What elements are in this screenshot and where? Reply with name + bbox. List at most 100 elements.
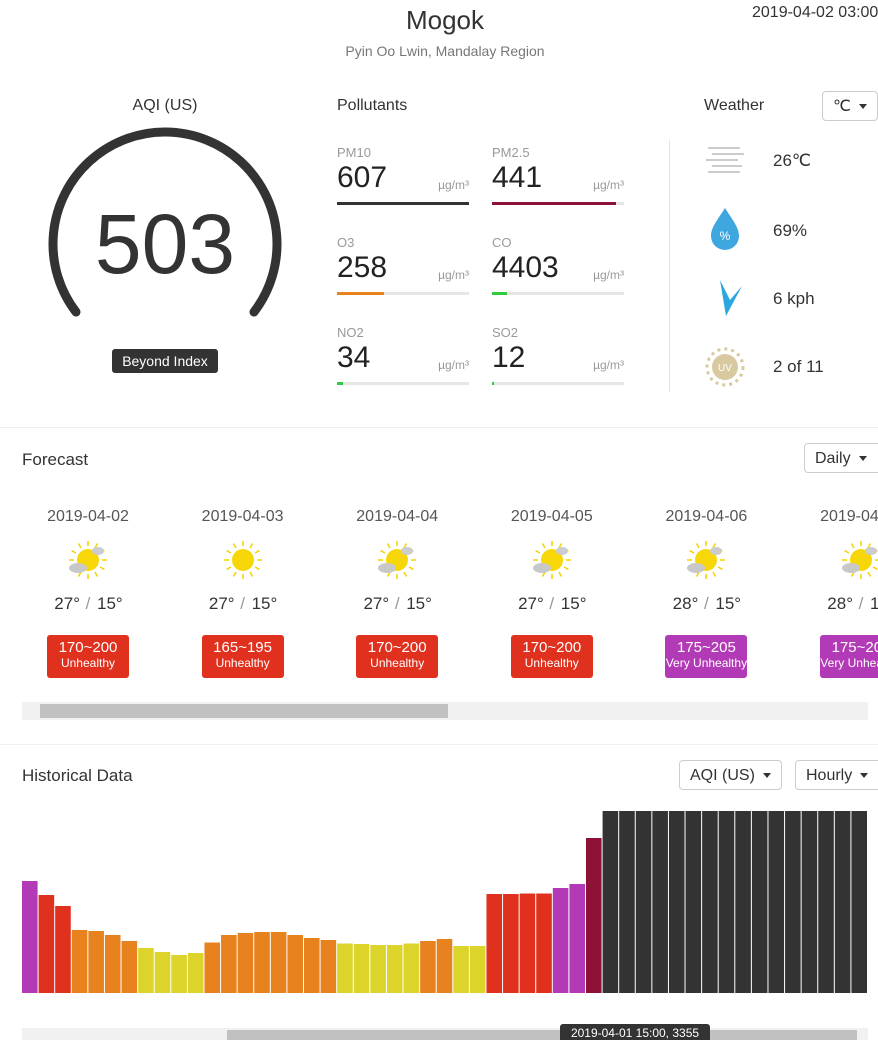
bar[interactable]	[602, 800, 619, 993]
pollutants-title: Pollutants	[337, 97, 408, 114]
forecast-level: Unhealthy	[524, 656, 579, 670]
bar[interactable]	[536, 893, 552, 994]
weather-icon	[223, 541, 262, 579]
bar[interactable]	[569, 884, 585, 993]
unit-select[interactable]: ℃	[822, 91, 878, 121]
historical-title: Historical Data	[22, 766, 133, 785]
bar[interactable]	[785, 800, 801, 993]
bar[interactable]	[685, 800, 702, 993]
bar[interactable]	[469, 946, 486, 993]
region: Pyin Oo Lwin, Mandalay Region	[345, 43, 545, 59]
bar[interactable]	[453, 946, 469, 993]
humidity-icon	[711, 208, 739, 250]
bar[interactable]	[552, 888, 569, 993]
bar[interactable]	[38, 895, 55, 993]
bar[interactable]	[436, 939, 453, 993]
bar[interactable]	[420, 941, 436, 993]
pollutant-bar	[337, 382, 469, 385]
aqi-value: 503	[94, 197, 236, 291]
pollutant-value: 12	[492, 341, 526, 374]
uv-icon-label: UV	[718, 363, 732, 374]
bar[interactable]	[55, 906, 71, 993]
pollutant-name: O3	[337, 235, 355, 250]
bar[interactable]	[702, 800, 718, 993]
forecast-sep: /	[85, 594, 91, 613]
forecast-range: 175~205	[831, 639, 878, 656]
city: Mogok	[405, 5, 485, 35]
forecast-range: 170~200	[522, 639, 582, 656]
bar[interactable]	[171, 955, 187, 993]
bar[interactable]	[768, 800, 785, 993]
bar[interactable]	[138, 948, 154, 993]
forecast-badge: 170~200 Unhealthy	[47, 635, 129, 678]
bar[interactable]	[735, 800, 751, 993]
scrollbar[interactable]	[22, 1028, 868, 1040]
bar[interactable]	[287, 935, 303, 993]
bar[interactable]	[801, 800, 818, 993]
pollutant-value: 4403	[492, 251, 559, 284]
bar[interactable]	[751, 800, 768, 993]
wind-lines-icon	[706, 147, 744, 173]
pollutant-value: 607	[337, 161, 388, 194]
divider	[669, 140, 670, 392]
pollutant-name: SO2	[492, 325, 519, 340]
weather-value: 2 of 11	[773, 357, 824, 376]
bar[interactable]	[652, 800, 668, 993]
bar[interactable]	[503, 894, 519, 993]
bar[interactable]	[88, 931, 104, 993]
bar[interactable]	[71, 930, 88, 993]
bar[interactable]	[221, 935, 237, 993]
aqi-label: AQI (US)	[132, 97, 198, 114]
pollutant-value: 441	[492, 161, 543, 194]
bar[interactable]	[121, 941, 138, 993]
bar[interactable]	[337, 943, 353, 994]
bar[interactable]	[104, 935, 121, 993]
forecast-mode[interactable]: Daily	[804, 443, 878, 473]
bar[interactable]	[353, 944, 370, 993]
pollutant-unit: µg/m³	[438, 358, 469, 372]
bar[interactable]	[635, 800, 652, 993]
bar[interactable]	[154, 952, 171, 993]
bar[interactable]	[320, 940, 337, 993]
separator	[0, 427, 878, 428]
weather-icon	[532, 541, 571, 579]
forecast-range: 170~200	[367, 639, 427, 656]
pollutant-unit: µg/m³	[593, 178, 624, 192]
interval-select[interactable]: Hourly	[795, 760, 878, 790]
bar[interactable]	[270, 932, 287, 993]
forecast-level: Very Unhealthy	[665, 656, 748, 670]
metric-select[interactable]: AQI (US)	[679, 760, 782, 790]
forecast-level: Very Unhealthy	[820, 656, 878, 670]
bar[interactable]	[254, 932, 270, 993]
bar[interactable]	[586, 838, 602, 993]
forecast-date: 2019-04-02	[47, 508, 129, 525]
bar[interactable]	[851, 800, 867, 993]
bar[interactable]	[486, 894, 503, 993]
forecast-date: 2019-04-06	[665, 508, 748, 525]
bar[interactable]	[370, 945, 386, 993]
weather-title: Weather	[704, 97, 765, 114]
bar[interactable]	[403, 943, 420, 994]
bar[interactable]	[386, 945, 403, 993]
bar[interactable]	[519, 893, 536, 994]
bar[interactable]	[619, 800, 635, 993]
forecast-low: 15°	[715, 594, 742, 613]
bar[interactable]	[204, 942, 221, 994]
pollutant-value: 34	[337, 341, 371, 374]
forecast-range: 175~205	[676, 639, 736, 656]
bar[interactable]	[187, 953, 204, 993]
weather-icon	[687, 541, 726, 579]
forecast-badge: 170~200 Unhealthy	[356, 635, 439, 678]
bar[interactable]	[237, 933, 254, 993]
weather-value: 6 kph	[773, 289, 815, 308]
weather-icon	[378, 541, 417, 579]
bar[interactable]	[818, 800, 834, 993]
tooltip: 2019-04-01 15:00, 3355	[560, 1024, 710, 1040]
bar[interactable]	[834, 800, 851, 993]
bar[interactable]	[668, 800, 685, 993]
bar[interactable]	[718, 800, 735, 993]
bar[interactable]	[22, 881, 38, 993]
bar[interactable]	[304, 938, 320, 993]
scrollbar[interactable]	[22, 702, 868, 720]
